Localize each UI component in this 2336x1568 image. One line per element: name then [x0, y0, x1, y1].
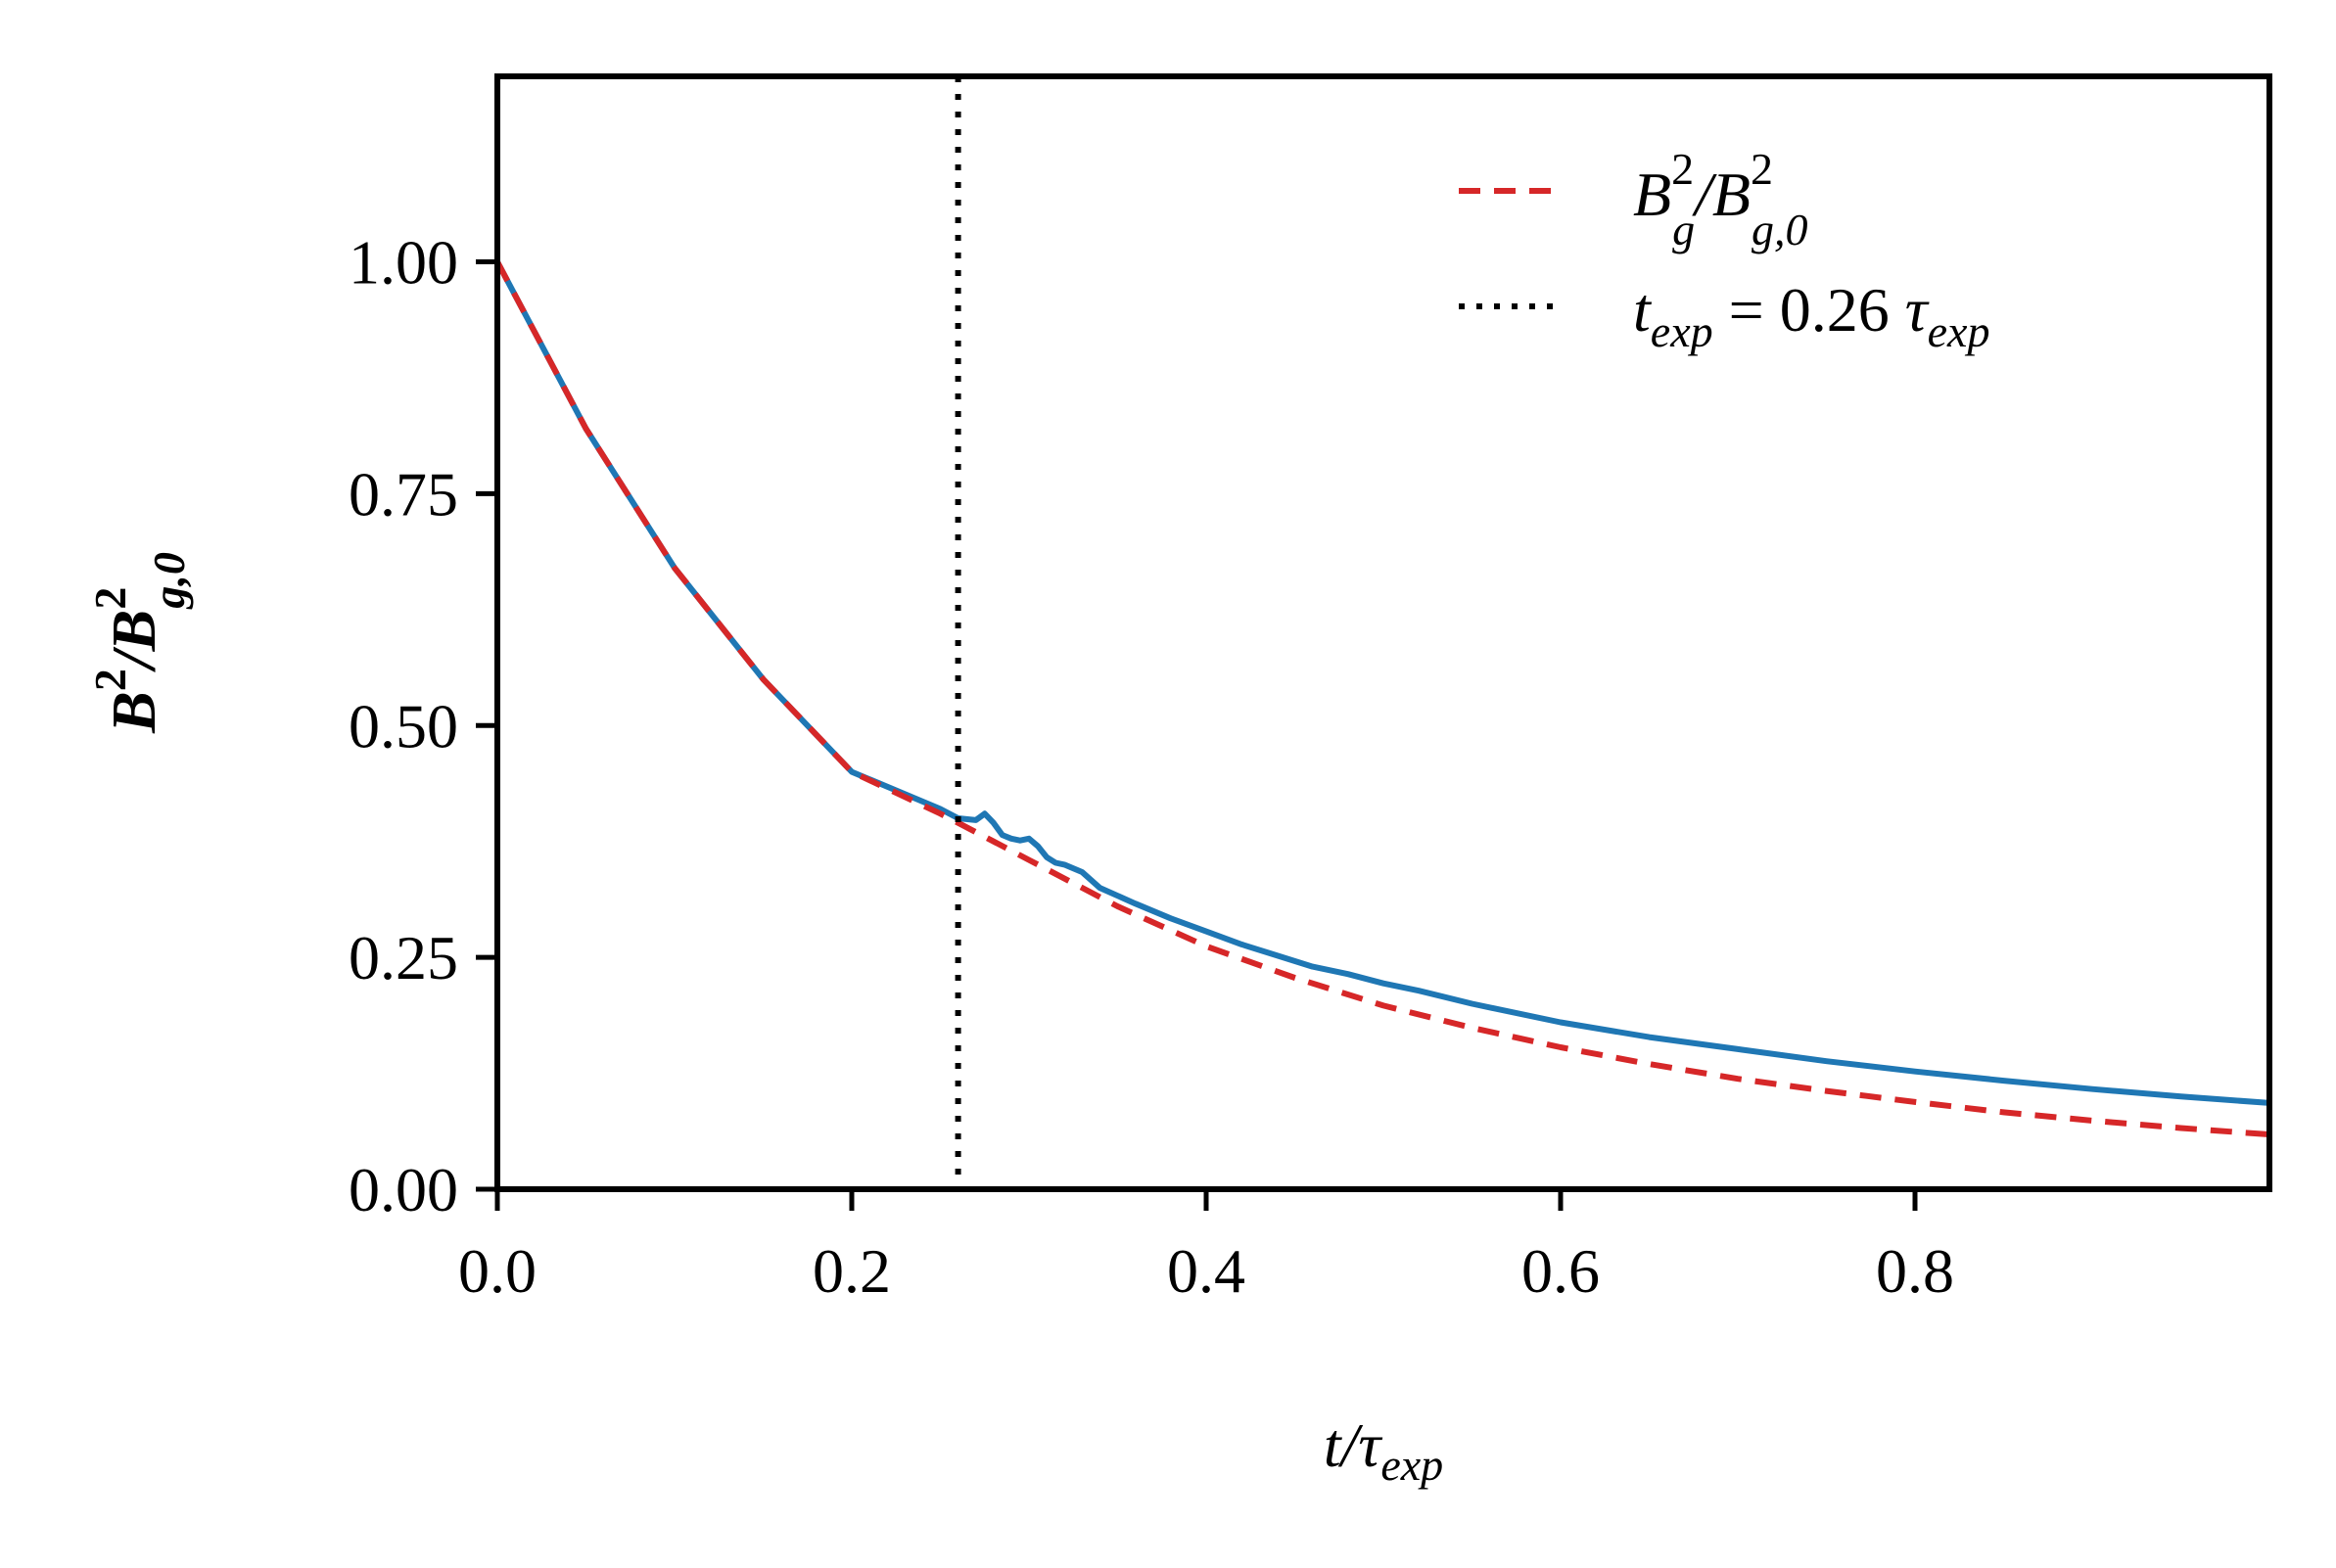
x-axis-label: t/τexp [1324, 1410, 1443, 1490]
x-tick-label: 0.6 [1521, 1236, 1600, 1306]
series-layer [494, 260, 2270, 1138]
y-tick-label: 0.50 [349, 691, 458, 761]
x-tick-label: 0.2 [813, 1236, 891, 1306]
y-tick-label: 1.00 [349, 228, 458, 298]
plot-frame [494, 73, 2272, 1192]
series-line-2 [494, 260, 2270, 1138]
series-line-1 [494, 260, 2270, 1106]
x-tick-label: 0.4 [1167, 1236, 1245, 1306]
x-tick-label: 0.0 [458, 1236, 537, 1306]
y-axis-label: B2/B2 g,0 [85, 552, 194, 734]
legend-label-2: texp = 0.26 τexp [1633, 275, 1989, 356]
y-tick-label: 0.00 [349, 1155, 458, 1224]
y-tick-label: 0.25 [349, 923, 458, 992]
y-tick-label: 0.75 [349, 459, 458, 529]
ticks: 0.0 0.2 0.4 0.6 0.8 0.00 0.25 0.50 0.75 1.00 [349, 228, 1954, 1307]
legend: B2 g/B2 g,0 texp = 0.26 τexp [1459, 144, 1989, 356]
legend-label-1: B2 g/B2 g,0 [1633, 144, 1807, 254]
x-tick-label: 0.8 [1876, 1236, 1954, 1306]
